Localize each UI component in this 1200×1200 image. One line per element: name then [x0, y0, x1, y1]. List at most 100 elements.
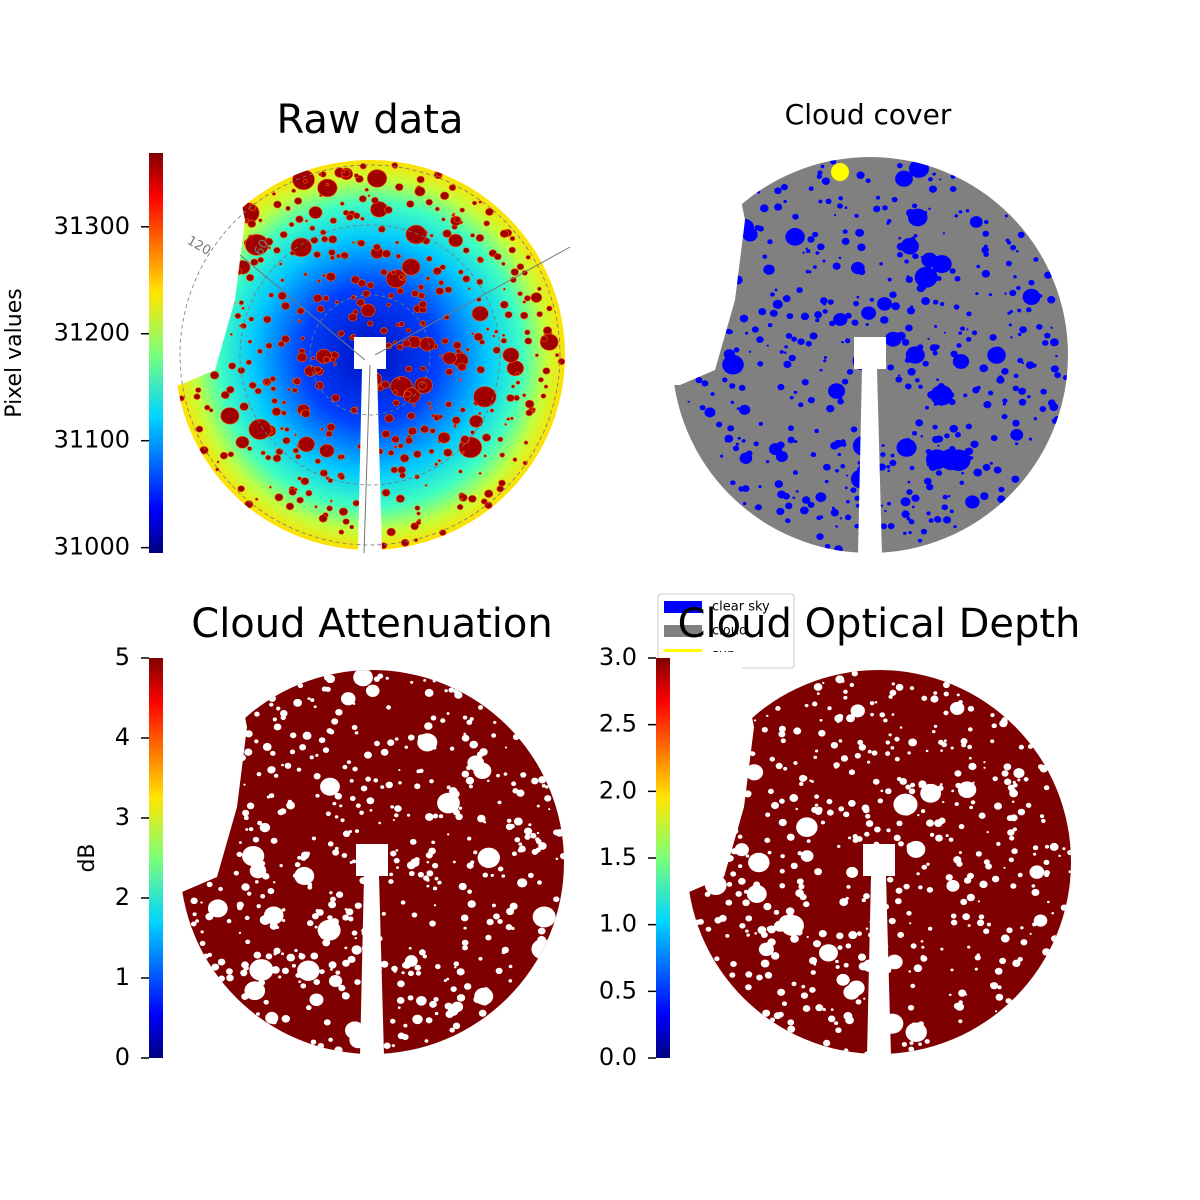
cloud-gap — [366, 281, 375, 289]
cloud-gap — [257, 820, 263, 826]
cloud-gap — [869, 297, 875, 302]
cloud-gap — [199, 940, 206, 946]
cloud-gap — [856, 171, 865, 179]
cloud-gap — [939, 178, 942, 181]
cloud-gap — [328, 249, 336, 256]
cloud-gap — [412, 403, 416, 407]
cloud-gap — [414, 964, 422, 971]
cloud-gap — [966, 328, 969, 331]
cloud-gap — [1050, 326, 1053, 329]
cloud-gap — [304, 365, 317, 377]
cloud-gap — [338, 529, 345, 535]
cloud-gap — [827, 706, 832, 711]
cloud-gap — [272, 192, 276, 196]
cloud-gap — [482, 433, 492, 442]
cloud-gap — [483, 454, 487, 458]
cloud-gap — [518, 842, 523, 846]
cloud-gap — [855, 228, 865, 237]
cloud-gap — [270, 837, 278, 844]
cloud-gap — [942, 681, 950, 688]
cloud-gap — [943, 691, 949, 697]
cloud-gap — [338, 507, 349, 516]
cloud-gap — [438, 414, 443, 419]
cloud-gap — [883, 718, 888, 723]
cloud-gap — [1047, 399, 1056, 407]
cloud-gap — [961, 471, 965, 475]
cloud-gap — [911, 203, 918, 209]
legend-swatch — [664, 601, 702, 613]
cloud-gap — [414, 186, 426, 197]
cloud-gap — [931, 730, 936, 734]
colorbar-tick-label: 31000 — [54, 533, 130, 561]
cloud-gap — [270, 386, 277, 392]
cloud-gap — [317, 279, 321, 283]
cloud-gap — [356, 298, 366, 307]
cloud-gap — [242, 845, 265, 867]
cloud-gap — [257, 348, 263, 354]
cloud-gap — [1044, 872, 1050, 878]
cloud-gap — [917, 538, 923, 543]
cloud-gap — [787, 1019, 795, 1026]
cloud-gap — [501, 946, 509, 954]
cloud-gap — [339, 201, 345, 206]
cloud-gap — [1017, 778, 1021, 782]
cloud-gap — [418, 949, 426, 956]
cloud-gap — [837, 203, 843, 209]
cloud-gap — [976, 953, 980, 957]
cloud-gap — [293, 698, 302, 707]
colorbar — [149, 658, 163, 1058]
cloud-gap — [405, 365, 413, 373]
cloud-gap — [830, 508, 839, 517]
cloud-gap — [730, 960, 737, 968]
cloud-gap — [907, 751, 911, 755]
cloud-gap — [414, 783, 421, 790]
cloud-gap — [854, 523, 860, 529]
cloud-gap — [453, 961, 460, 967]
cloud-gap — [906, 437, 910, 441]
cloud-gap — [769, 756, 775, 762]
cloud-gap — [901, 510, 910, 518]
cloud-gap — [314, 458, 321, 465]
cloud-gap — [395, 253, 402, 259]
cloud-gap — [999, 957, 1007, 965]
cloud-gap — [800, 312, 810, 321]
cloud-gap — [998, 486, 1005, 493]
cloud-gap — [764, 971, 773, 979]
panel: Cloud cover — [655, 98, 1068, 555]
cloud-gap — [993, 466, 1002, 474]
cloud-gap — [342, 518, 350, 525]
cloud-gap — [837, 452, 842, 457]
cloud-gap — [446, 833, 450, 836]
cloud-gap — [966, 455, 973, 461]
cloud-gap — [522, 460, 528, 466]
cloud-gap — [439, 354, 443, 357]
cloud-gap — [894, 898, 902, 905]
cloud-gap — [718, 914, 727, 922]
cloud-gap — [352, 499, 360, 507]
cloud-gap — [435, 964, 441, 970]
cloud-gap — [756, 974, 763, 981]
cloud-gap — [815, 492, 827, 503]
cloud-gap — [255, 497, 259, 501]
cloud-gap — [905, 346, 925, 364]
mask-cutout — [863, 844, 895, 876]
cloud-gap — [869, 701, 875, 706]
cloud-gap — [342, 914, 350, 921]
cloud-gap — [435, 170, 443, 177]
cloud-gap — [979, 880, 988, 889]
cloud-gap — [387, 449, 395, 456]
colorbar-tick-label: 2 — [115, 883, 130, 911]
cloud-gap — [863, 893, 870, 900]
cloud-gap — [958, 851, 963, 854]
cloud-gap — [1012, 385, 1019, 392]
cloud-gap — [338, 474, 345, 481]
cloud-gap — [887, 277, 892, 282]
cloud-gap — [880, 452, 886, 457]
cloud-gap — [388, 879, 394, 885]
cloud-gap — [738, 864, 743, 869]
cloud-gap — [315, 793, 320, 798]
cloud-gap — [792, 496, 796, 500]
cloud-gap — [929, 832, 935, 837]
cloud-gap — [882, 205, 888, 211]
